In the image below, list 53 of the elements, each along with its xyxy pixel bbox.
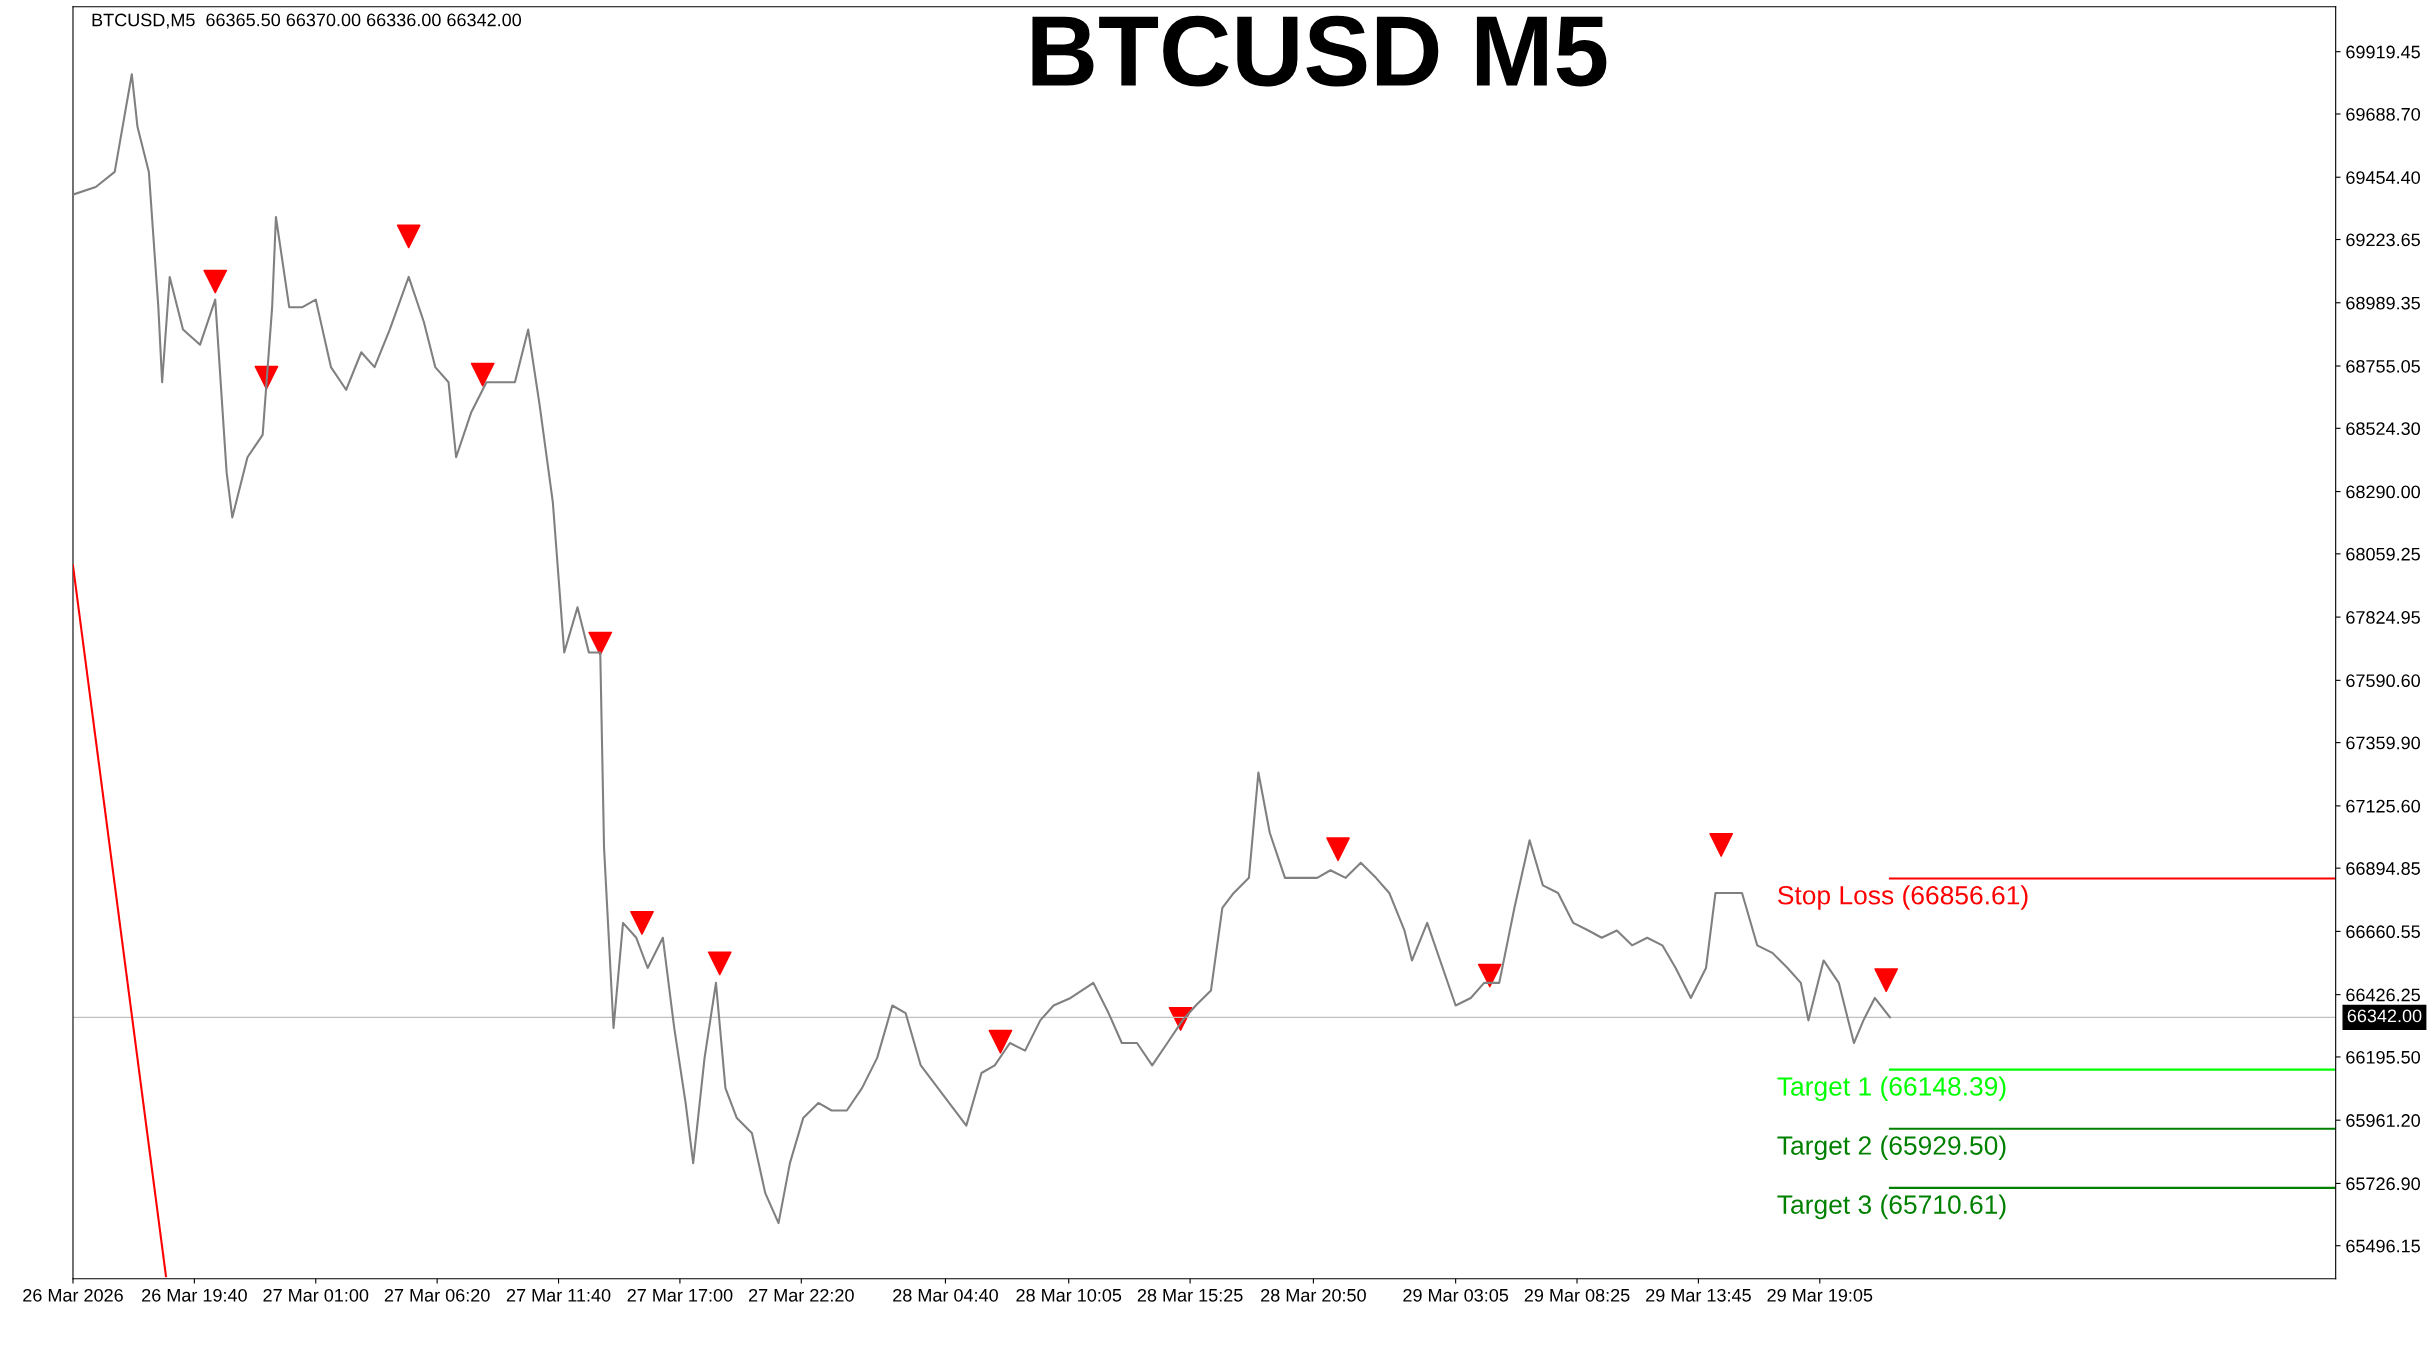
y-tick-label: 68755.05 bbox=[2346, 359, 2420, 373]
point bbox=[203, 269, 228, 294]
y-tick-label: 67590.60 bbox=[2346, 674, 2420, 688]
x-tick-label: 29 Mar 03:05 bbox=[1403, 1288, 1509, 1302]
y-tick-label: 69688.70 bbox=[2346, 107, 2420, 121]
ref-line-label: Stop Loss (66856.61) bbox=[1778, 885, 2028, 910]
y-tick-label: 68524.30 bbox=[2346, 422, 2420, 436]
y-tick-label: 66660.55 bbox=[2346, 925, 2420, 939]
y-tick-label: 65496.15 bbox=[2346, 1239, 2420, 1253]
x-tick-label: 28 Mar 20:50 bbox=[1261, 1288, 1366, 1302]
y-tick-label: 69454.40 bbox=[2346, 171, 2420, 184]
y-tick-label: 66195.50 bbox=[2346, 1050, 2420, 1064]
point bbox=[1477, 963, 1502, 988]
x-tick-label: 27 Mar 11:40 bbox=[506, 1288, 611, 1302]
y-tick-label: 66894.85 bbox=[2346, 862, 2420, 875]
y-tick-label: 68290.00 bbox=[2346, 485, 2420, 499]
y-tick-label: 67359.90 bbox=[2346, 736, 2420, 750]
chart-title: BTCUSD M5 bbox=[1032, 15, 1607, 87]
point bbox=[588, 631, 613, 656]
point bbox=[396, 224, 421, 249]
x-tick-label: 28 Mar 15:25 bbox=[1137, 1288, 1243, 1302]
point bbox=[630, 911, 654, 935]
ref-line-label: Target 3 (65710.61) bbox=[1777, 1194, 2006, 1220]
point bbox=[988, 1029, 1013, 1054]
y-tick-label: 65726.90 bbox=[2346, 1177, 2420, 1191]
x-tick-label: 29 Mar 13:45 bbox=[1646, 1288, 1751, 1302]
point bbox=[707, 951, 732, 976]
y-tick-label: 67824.95 bbox=[2346, 611, 2420, 624]
x-tick-label: 29 Mar 19:05 bbox=[1767, 1288, 1873, 1302]
x-tick-label: 29 Mar 08:25 bbox=[1524, 1288, 1630, 1302]
ref-line-label: Target 1 (66148.39) bbox=[1777, 1076, 2006, 1102]
y-tick-label: 68059.25 bbox=[2346, 547, 2420, 561]
ref-line-label: Target 2 (65929.50) bbox=[1777, 1135, 2006, 1161]
x-tick-label: 27 Mar 17:00 bbox=[627, 1288, 733, 1302]
x-tick-label: 26 Mar 2026 bbox=[23, 1288, 123, 1302]
x-tick-label: 26 Mar 19:40 bbox=[142, 1288, 247, 1302]
y-tick-label: 69223.65 bbox=[2346, 233, 2420, 247]
x-tick-label: 27 Mar 22:20 bbox=[749, 1288, 854, 1302]
point bbox=[470, 362, 495, 387]
y-tick-label: 65961.20 bbox=[2346, 1114, 2420, 1127]
y-tick-label: 67125.60 bbox=[2346, 799, 2420, 813]
point bbox=[1874, 968, 1899, 993]
point bbox=[1709, 833, 1734, 857]
y-tick-label: 66426.25 bbox=[2346, 988, 2420, 1002]
x-tick-label: 28 Mar 04:40 bbox=[893, 1288, 998, 1302]
x-tick-label: 28 Mar 10:05 bbox=[1016, 1288, 1122, 1302]
x-tick-label: 27 Mar 01:00 bbox=[263, 1288, 369, 1302]
y-tick-label: 69919.45 bbox=[2346, 45, 2420, 59]
annotation: BTCUSD,M5 66365.50 66370.00 66336.00 66342.00 bbox=[92, 13, 522, 29]
point bbox=[1326, 837, 1350, 862]
y-tick-label: 68989.35 bbox=[2346, 296, 2420, 310]
ref-line-label: 66342.00 bbox=[2347, 1009, 2422, 1023]
x-tick-label: 27 Mar 06:20 bbox=[384, 1288, 490, 1302]
